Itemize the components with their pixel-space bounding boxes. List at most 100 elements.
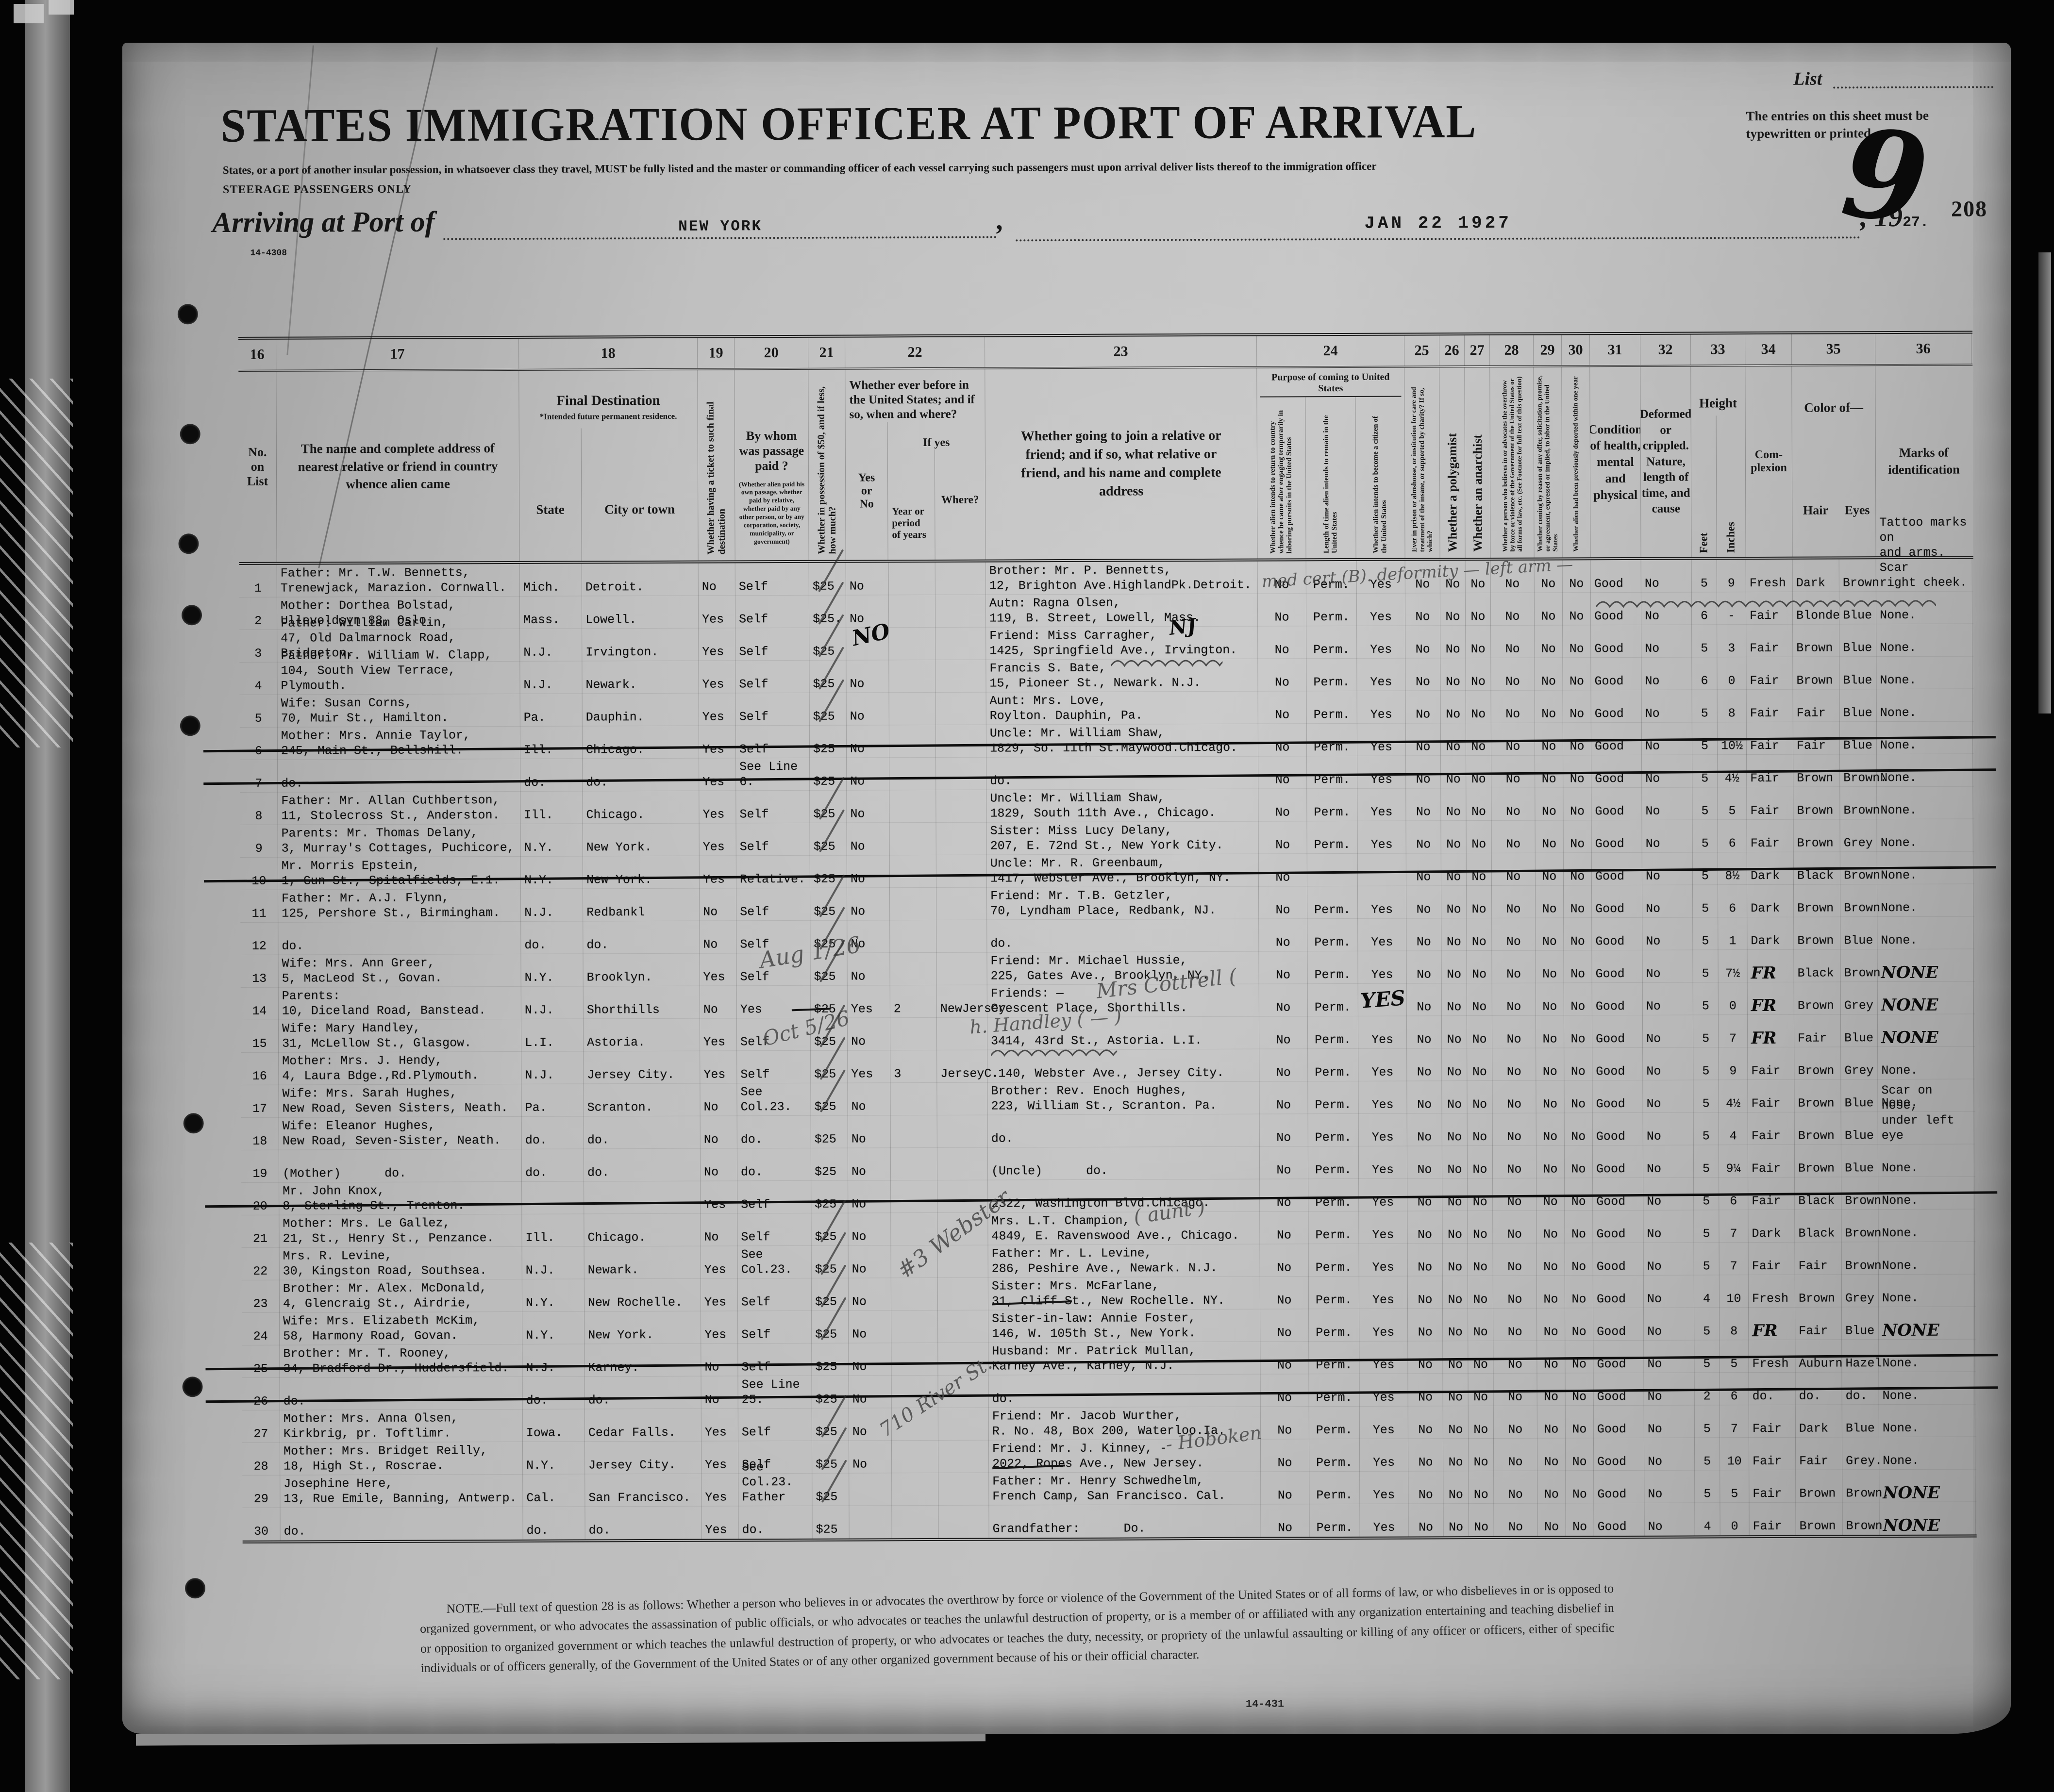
cell: $25: [809, 660, 847, 693]
cell: Good: [1592, 1047, 1643, 1081]
cell: Brother: Mr. T. Rooney, 34, Bradford Dr.…: [280, 1344, 523, 1378]
cell: FR: [1747, 949, 1794, 983]
punch-hole: [181, 605, 202, 626]
cell: No: [1491, 788, 1536, 821]
cell: None.: [1876, 591, 1973, 625]
cell: No: [846, 595, 889, 628]
cell: Perm.: [1308, 1081, 1359, 1114]
cell: Uncle: Mr. William Shaw, 1829, So. 11th …: [986, 724, 1259, 758]
cell: NONE: [1879, 1469, 1976, 1503]
cell: 13: [240, 955, 279, 988]
table-row: 28 Mother: Mrs. Bridget Reilly, 18, High …: [242, 1437, 1976, 1476]
cell: No: [1491, 853, 1536, 886]
cell: [937, 1245, 988, 1278]
cell: 20: [241, 1182, 280, 1215]
cell: Good: [1591, 625, 1642, 658]
cell: No: [1441, 853, 1467, 886]
cell: None.: [1878, 1177, 1975, 1210]
cell: 27: [242, 1410, 280, 1443]
table-row: 13 Wife: Mrs. Ann Greer, 5, MacLeod St., …: [240, 949, 1974, 988]
cell: Fair: [1795, 1307, 1842, 1340]
cell: N.J.: [522, 1246, 584, 1279]
cell: Cedar Falls.: [584, 1409, 701, 1442]
cell: [935, 627, 986, 660]
cell: [938, 1375, 989, 1408]
cell: Black: [1795, 1177, 1842, 1210]
cell: 3414, 43rd St., Astoria. L.I.: [987, 1016, 1260, 1050]
cell: 29: [242, 1475, 281, 1508]
table-row: 30 do. do. do. Yes do. $25 Grandfather: Do. No Pe…: [242, 1502, 1976, 1541]
cell: $25: [812, 1376, 849, 1409]
cell: N.J.: [520, 629, 583, 662]
cell: [888, 562, 935, 596]
cell: Blue: [1841, 1112, 1878, 1145]
header-fifty-dollars: Whether in possession of $50, and if les…: [816, 386, 838, 554]
cell: Self: [736, 1018, 811, 1051]
cell: Self: [737, 1278, 812, 1311]
cell: Friend: Mr. Michael Hussie, 225, Gates A…: [987, 951, 1259, 985]
cell: 10: [240, 857, 279, 890]
cell: [935, 725, 987, 758]
cell: [935, 595, 986, 628]
cell: No: [1408, 1504, 1444, 1537]
cell: $25: [811, 1213, 849, 1246]
cell: [936, 822, 987, 855]
cell: No: [849, 1376, 892, 1409]
cell: No: [1490, 560, 1535, 593]
cell: No: [1407, 1113, 1442, 1146]
cell: Fresh: [1746, 559, 1793, 593]
cell: [938, 1505, 989, 1538]
cell: Perm.: [1309, 1504, 1360, 1537]
cell: [889, 790, 936, 823]
cell: No: [1440, 561, 1466, 594]
cell: [936, 887, 987, 920]
cell: No: [1441, 1016, 1468, 1049]
cell: None.: [1876, 656, 1973, 690]
cell: [890, 1147, 938, 1181]
page-title: STATES IMMIGRATION OFFICER AT PORT OF AR…: [220, 95, 1477, 152]
cell: No: [1466, 690, 1491, 724]
cell: No: [701, 1344, 738, 1377]
punch-hole: [180, 424, 200, 445]
cell: Friend: Mr. Jacob Wurther, R. No. 48, Bo…: [988, 1407, 1261, 1441]
year-label: , 19: [1860, 200, 1903, 233]
cell: Perm.: [1306, 593, 1357, 627]
cell: Yes: [1356, 561, 1405, 594]
cell: No: [698, 563, 735, 596]
cell: Self: [737, 1050, 811, 1084]
cell: No: [1643, 1080, 1694, 1113]
column-number: 27: [1465, 335, 1490, 366]
column-number: 28: [1490, 335, 1534, 365]
cell: Self: [736, 920, 811, 954]
cell: $25: [810, 985, 848, 1018]
cell: No: [1641, 657, 1692, 690]
cell: Good: [1593, 1178, 1644, 1211]
table-body: 1 Father: Mr. T.W. Bennetts, Trenewjack, …: [239, 515, 1977, 1543]
cell: do.: [987, 1114, 1260, 1148]
cell: No: [1534, 560, 1563, 593]
cell: do.: [988, 1374, 1261, 1408]
cell: Aunt: Mrs. Love, Roylton. Dauphin, Pa.: [986, 691, 1258, 725]
cell: $25: [810, 823, 847, 856]
cell: $25: [811, 1148, 849, 1181]
cell: Yes: [699, 823, 736, 856]
cell: No: [1536, 1113, 1565, 1146]
cell: None.: [1877, 916, 1974, 950]
cell: 9: [1717, 560, 1746, 593]
cell: Yes: [1358, 918, 1407, 951]
cell: Perm.: [1309, 1439, 1360, 1472]
cell: N.Y.: [522, 1311, 585, 1344]
cell: No: [1537, 1503, 1566, 1536]
cell: [889, 660, 936, 693]
cell: Brown: [1796, 1502, 1843, 1535]
cell: 14: [240, 987, 279, 1020]
cell: No: [1641, 690, 1692, 723]
cell: Yes: [701, 1409, 738, 1442]
cell: (Mother) do.: [279, 1149, 522, 1183]
cell: -: [1717, 592, 1747, 625]
cell: No: [1260, 1374, 1309, 1407]
cell: Good: [1592, 1015, 1643, 1048]
cell: No: [1565, 1276, 1594, 1309]
cell: No: [1493, 1438, 1538, 1471]
cell: Ill.: [522, 1214, 584, 1247]
